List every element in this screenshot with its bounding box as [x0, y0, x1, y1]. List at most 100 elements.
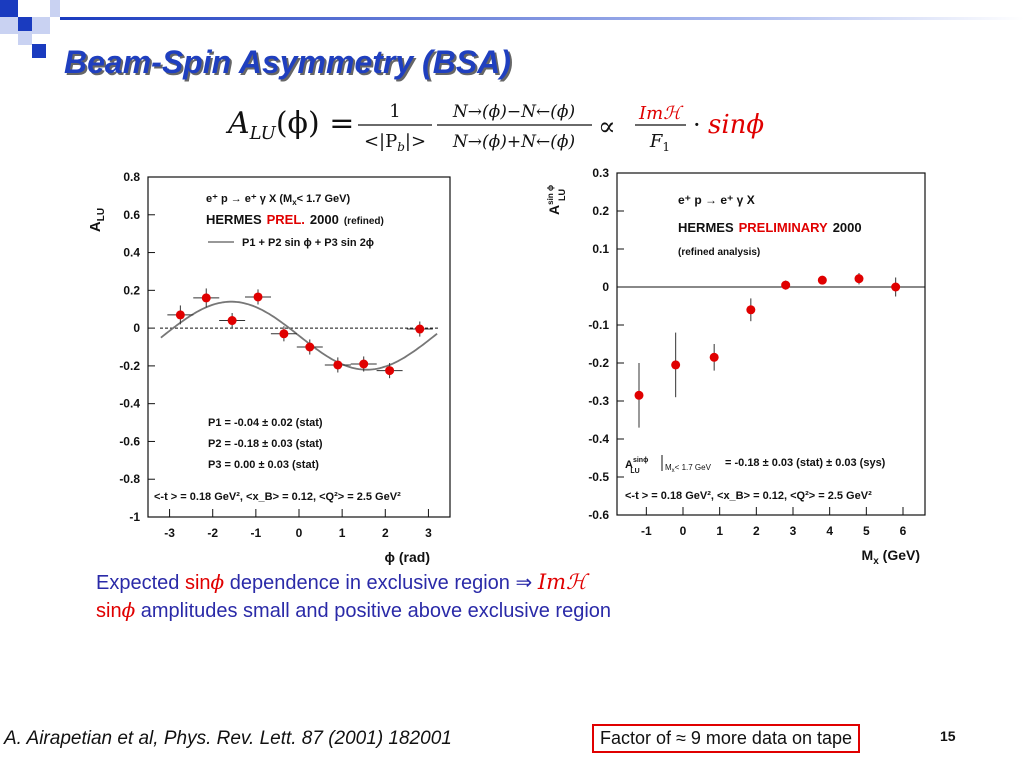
- svg-text:ALU(ϕ) =: ALU(ϕ) =: [225, 106, 354, 144]
- fit-param-p1: P1 = -0.04 ± 0.02 (stat): [208, 417, 323, 429]
- x-tick-label: 1: [339, 526, 346, 540]
- x-tick-label: -2: [207, 526, 218, 540]
- frac3-den: F: [649, 131, 664, 152]
- frac2-num: N→(ϕ)−N←(ϕ): [452, 102, 575, 122]
- y-tick-label: 0.4: [123, 246, 140, 260]
- x-tick-label: 0: [296, 526, 303, 540]
- y-tick-label: 0.3: [592, 166, 609, 180]
- x-tick-label: 3: [790, 524, 797, 538]
- data-point: [193, 288, 220, 308]
- point-marker: [709, 352, 719, 362]
- y-tick-label: -0.6: [588, 508, 609, 522]
- x-tick-label: -3: [164, 526, 175, 540]
- x-axis-label: Mx (GeV): [862, 547, 920, 567]
- y-tick-label: 0.1: [592, 242, 609, 256]
- qualifier-label: (refined analysis): [678, 247, 760, 258]
- formula-lhs-sub: LU: [249, 123, 277, 144]
- note-box: Factor of ≈ 9 more data on tape: [592, 724, 861, 753]
- result-cond: Mx< 1.7 GeV: [665, 463, 712, 474]
- point-marker: [385, 366, 395, 376]
- y-tick-label: -0.2: [119, 359, 140, 373]
- implies-arrow: ⇒: [515, 572, 533, 594]
- decor-square: [50, 0, 60, 17]
- dot-symbol: ·: [693, 111, 701, 139]
- x-tick-label: 0: [680, 524, 687, 538]
- data-point: [817, 275, 827, 285]
- point-marker: [201, 293, 211, 303]
- bullet-2: sinϕ amplitudes small and positive above…: [96, 598, 612, 622]
- y-axis-label: Asin ϕ LU: [546, 185, 567, 215]
- data-points: [167, 288, 433, 379]
- point-marker: [175, 310, 185, 320]
- kinematics-label: <-t > = 0.18 GeV², <x_B> = 0.12, <Q²> = …: [154, 491, 401, 503]
- y-tick-label: -0.4: [588, 432, 609, 446]
- y-tick-label: 0: [133, 321, 140, 335]
- data-point: [406, 321, 433, 337]
- fit-curve: [160, 300, 438, 371]
- x-axis-ticks: -3 -2 -1 0 1 2 3: [164, 509, 432, 540]
- data-point: [324, 357, 351, 373]
- y-tick-label: -0.5: [588, 470, 609, 484]
- point-marker: [305, 342, 315, 352]
- data-point: [245, 289, 272, 305]
- data-point: [167, 305, 194, 325]
- y-tick-label: 0.2: [123, 283, 140, 297]
- y-tick-label: -0.2: [588, 356, 609, 370]
- data-point: [891, 277, 901, 297]
- fit-param-p3: P3 = 0.00 ± 0.03 (stat): [208, 459, 319, 471]
- frac3-den-sub: 1: [662, 140, 670, 154]
- point-marker: [746, 305, 756, 315]
- point-marker: [854, 274, 864, 284]
- x-axis-ticks: -1 0 1 2 3 4 5 6: [641, 507, 907, 538]
- result-label: Asinϕ LU: [625, 457, 648, 475]
- slide-title: Beam-Spin Asymmetry (BSA): [64, 44, 511, 80]
- alu-vs-phi-chart: 0.8 0.6 0.4 0.2 0 -0.2 -0.4 -0.6 -0.8 -1 -3 -2 -1 0 1…: [90, 170, 451, 565]
- decor-square: [0, 0, 18, 17]
- point-marker: [415, 324, 425, 334]
- y-axis-ticks: 0.8 0.6 0.4 0.2 0 -0.2 -0.4 -0.6 -0.8 -1: [119, 170, 155, 524]
- result-value: = -0.18 ± 0.03 (stat) ± 0.03 (sys): [725, 457, 886, 469]
- point-marker: [279, 329, 289, 339]
- bullet-list: Expected sinϕ dependence in exclusive re…: [96, 570, 611, 626]
- svg-text:<|Pb|>: <|Pb|>: [364, 131, 426, 154]
- point-marker: [333, 360, 343, 370]
- fit-param-p2: P2 = -0.18 ± 0.03 (stat): [208, 438, 323, 450]
- x-tick-label: 2: [382, 526, 389, 540]
- page-number: 15: [940, 728, 956, 744]
- data-point: [746, 298, 756, 322]
- propto-symbol: ∝: [598, 112, 616, 142]
- title-rule: [60, 17, 1024, 20]
- data-point: [219, 313, 246, 329]
- y-tick-label: -1: [129, 510, 140, 524]
- data-point: [270, 326, 297, 342]
- x-tick-label: -1: [251, 526, 262, 540]
- experiment-label: HERMES PRELIMINARY 2000: [678, 220, 862, 235]
- y-tick-label: -0.4: [119, 397, 140, 411]
- y-axis-label: ALU: [90, 208, 107, 232]
- reaction-label: e⁺ p → e⁺ γ X: [678, 193, 755, 207]
- frac3-num: Imℋ: [638, 103, 684, 124]
- y-axis-ticks: 0.3 0.2 0.1 0 -0.1 -0.2 -0.3 -0.4 -0.5 -0.6: [588, 166, 624, 522]
- y-tick-label: -0.3: [588, 394, 609, 408]
- decor-square: [0, 17, 18, 34]
- point-marker: [781, 280, 791, 290]
- kinematics-label: <-t > = 0.18 GeV², <x_B> = 0.12, <Q²> = …: [625, 490, 872, 502]
- data-point: [376, 363, 403, 379]
- point-marker: [891, 282, 901, 292]
- data-point: [634, 363, 644, 428]
- x-tick-label: 6: [900, 524, 907, 538]
- frac1-den-sub: b: [397, 140, 405, 154]
- data-point: [709, 344, 719, 371]
- x-tick-label: 5: [863, 524, 870, 538]
- decor-square: [18, 31, 32, 45]
- plot-frame: [616, 172, 926, 516]
- point-marker: [227, 316, 237, 326]
- x-tick-label: -1: [641, 524, 652, 538]
- x-tick-label: 2: [753, 524, 760, 538]
- formula-lhs-arg: (ϕ) =: [276, 106, 355, 141]
- frac1-den-end: |>: [405, 131, 426, 152]
- reaction-label: e⁺ p → e⁺ γ X (Mx< 1.7 GeV): [206, 193, 350, 207]
- y-tick-label: 0.6: [123, 208, 140, 222]
- frac1-num: 1: [389, 101, 400, 122]
- decor-square: [18, 17, 32, 31]
